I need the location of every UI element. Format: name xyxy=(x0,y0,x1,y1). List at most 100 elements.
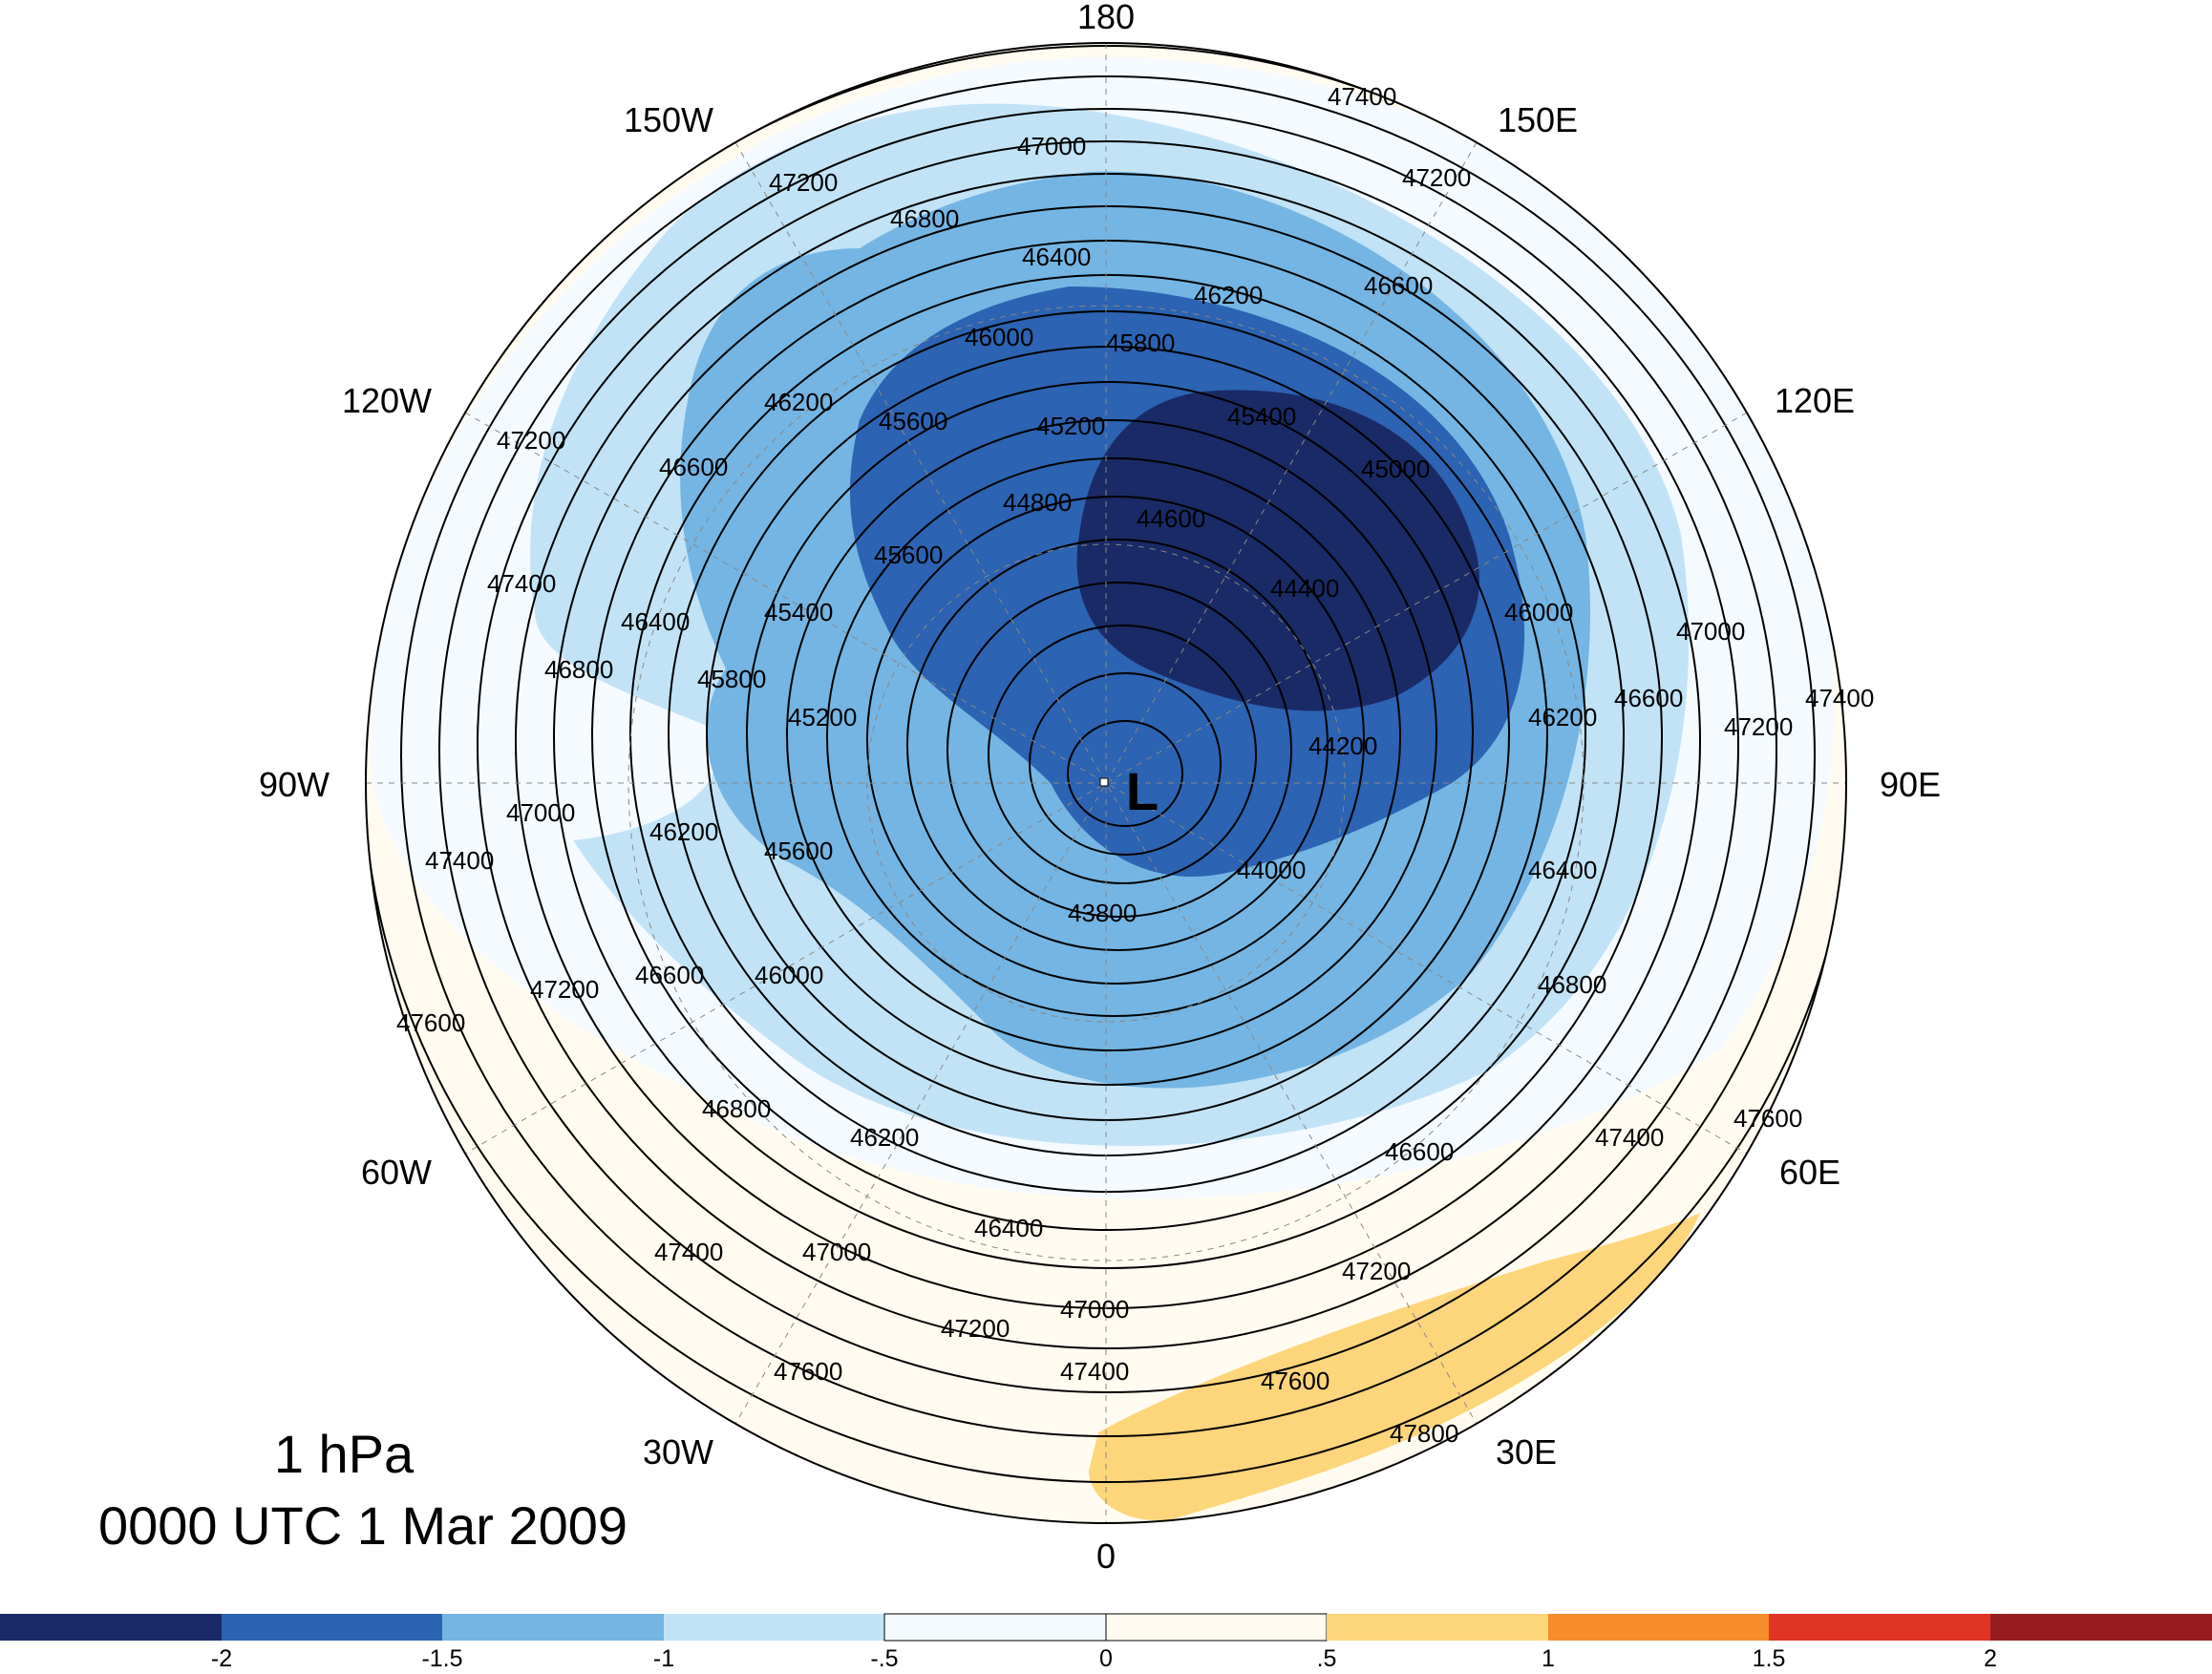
contour-label: 47600 xyxy=(1733,1104,1802,1133)
contour-label: 46200 xyxy=(764,388,833,416)
colorbar-box-3 xyxy=(442,1614,664,1641)
contour-label: 46200 xyxy=(1194,281,1263,309)
contour-label: 47800 xyxy=(1390,1419,1458,1448)
colorbar: -2 -1.5 -1 -.5 0 .5 1 1.5 2 xyxy=(0,1613,2212,1672)
colorbar-box-1 xyxy=(0,1614,222,1641)
lon-label-150w: 150W xyxy=(624,100,713,139)
colorbar-tick: 1 xyxy=(1542,1645,1555,1672)
contour-label: 46800 xyxy=(890,204,959,233)
contour-label: 43800 xyxy=(1068,899,1137,927)
lon-label-180: 180 xyxy=(1077,0,1135,36)
contour-label: 46600 xyxy=(1385,1137,1454,1166)
contour-label: 46600 xyxy=(1614,684,1683,712)
lon-label-150e: 150E xyxy=(1498,100,1578,139)
contour-label: 46800 xyxy=(544,655,613,684)
lon-label-120e: 120E xyxy=(1775,381,1855,420)
contour-label-group: 47400 47000 47200 47200 46800 46400 4620… xyxy=(396,82,1874,1448)
lon-label-120w: 120W xyxy=(342,381,432,420)
contour-label: 47400 xyxy=(1805,684,1874,712)
contour-label: 45200 xyxy=(788,703,857,731)
colorbar-box-2 xyxy=(222,1614,442,1641)
contour-label: 47400 xyxy=(487,569,556,598)
colorbar-tick: -1 xyxy=(653,1645,674,1672)
contour-label: 47200 xyxy=(497,426,565,455)
graticule xyxy=(366,43,1846,1523)
contour-label: 47200 xyxy=(1402,163,1471,192)
contour-label: 45600 xyxy=(874,540,943,569)
contour-label: 46200 xyxy=(850,1123,919,1152)
contour-label: 44600 xyxy=(1137,504,1205,533)
contour-label: 46000 xyxy=(965,323,1033,351)
contour-label: 46600 xyxy=(635,961,704,989)
contour-label: 46200 xyxy=(1528,703,1597,731)
title-time: 0000 UTC 1 Mar 2009 xyxy=(97,1495,628,1556)
colorbar-tick: -1.5 xyxy=(421,1645,462,1672)
contour-label: 45200 xyxy=(1036,412,1105,440)
contour-label: 46600 xyxy=(1364,271,1433,300)
contour-label: 46800 xyxy=(702,1094,771,1123)
colorbar-box-4 xyxy=(664,1614,884,1641)
contour-label: 47200 xyxy=(530,975,599,1004)
colorbar-box-6 xyxy=(1105,1613,1328,1642)
colorbar-box-9 xyxy=(1769,1614,1990,1641)
contour-label: 47000 xyxy=(802,1238,871,1266)
colorbar-tick: 2 xyxy=(1984,1645,1997,1672)
contour-label: 44000 xyxy=(1237,856,1306,884)
contour-label: 47200 xyxy=(1724,712,1793,741)
contour-label: 44400 xyxy=(1270,574,1339,603)
contour-label: 45800 xyxy=(1106,328,1175,357)
contour-label: 47400 xyxy=(1060,1357,1129,1386)
contour-label: 47400 xyxy=(425,846,494,875)
lon-label-60w: 60W xyxy=(361,1153,432,1192)
contour-label: 46400 xyxy=(1022,243,1091,271)
contour-label: 47200 xyxy=(769,168,838,197)
contour-label: 47200 xyxy=(941,1314,1010,1343)
lon-label-30w: 30W xyxy=(643,1432,713,1472)
contour-label: 46400 xyxy=(1528,856,1597,884)
contour-label: 46000 xyxy=(755,961,823,989)
contour-label: 46800 xyxy=(1538,970,1606,999)
lon-label-60e: 60E xyxy=(1779,1153,1840,1192)
contour-label: 44800 xyxy=(1003,488,1072,517)
contour-label: 45000 xyxy=(1361,455,1430,483)
contour-label: 45400 xyxy=(1227,402,1296,431)
colorbar-tick: 0 xyxy=(1099,1645,1113,1672)
colorbar-box-10 xyxy=(1990,1614,2212,1641)
contour-label: 46400 xyxy=(621,607,690,636)
colorbar-tick: .5 xyxy=(1317,1645,1337,1672)
contour-label: 47000 xyxy=(1676,617,1745,646)
contour-label: 47400 xyxy=(654,1238,723,1266)
lon-label-90e: 90E xyxy=(1880,765,1941,804)
colorbar-tick: -2 xyxy=(211,1645,232,1672)
contour-label: 47600 xyxy=(774,1357,842,1386)
contour-label: 46400 xyxy=(974,1214,1043,1242)
contour-label: 45400 xyxy=(764,598,833,626)
contour-label: 47000 xyxy=(1060,1295,1129,1324)
contour-label: 46200 xyxy=(649,817,718,846)
title-level: 1 hPa xyxy=(273,1424,415,1484)
colorbar-box-5 xyxy=(883,1613,1107,1642)
contour-label: 44200 xyxy=(1308,731,1377,760)
longitude-labels: 180 150W 150E 120W 120E 90W 90E 60W 60E … xyxy=(259,0,1941,1576)
contour-label: 47600 xyxy=(396,1008,465,1037)
contour-label: 47400 xyxy=(1595,1123,1664,1152)
contour-label: 45600 xyxy=(879,407,947,435)
contour-label: 46000 xyxy=(1504,598,1573,626)
contour-label: 47600 xyxy=(1261,1367,1329,1395)
contour-label: 47200 xyxy=(1342,1257,1411,1285)
lon-label-0: 0 xyxy=(1096,1536,1116,1576)
lon-label-30e: 30E xyxy=(1496,1432,1557,1472)
colorbar-box-7 xyxy=(1327,1614,1548,1641)
height-contours xyxy=(366,45,1846,1483)
colorbar-box-8 xyxy=(1548,1614,1769,1641)
contour-label: 47000 xyxy=(506,798,575,827)
lon-label-90w: 90W xyxy=(259,765,330,804)
contour-label: 45600 xyxy=(764,837,833,865)
domain-boundary xyxy=(365,42,1847,1524)
colorbar-tick: 1.5 xyxy=(1753,1645,1786,1672)
pole-marker xyxy=(1099,777,1109,787)
contour-label: 45800 xyxy=(697,665,766,693)
contour-label: 47000 xyxy=(1017,132,1086,160)
contour-label: 46600 xyxy=(659,453,728,481)
